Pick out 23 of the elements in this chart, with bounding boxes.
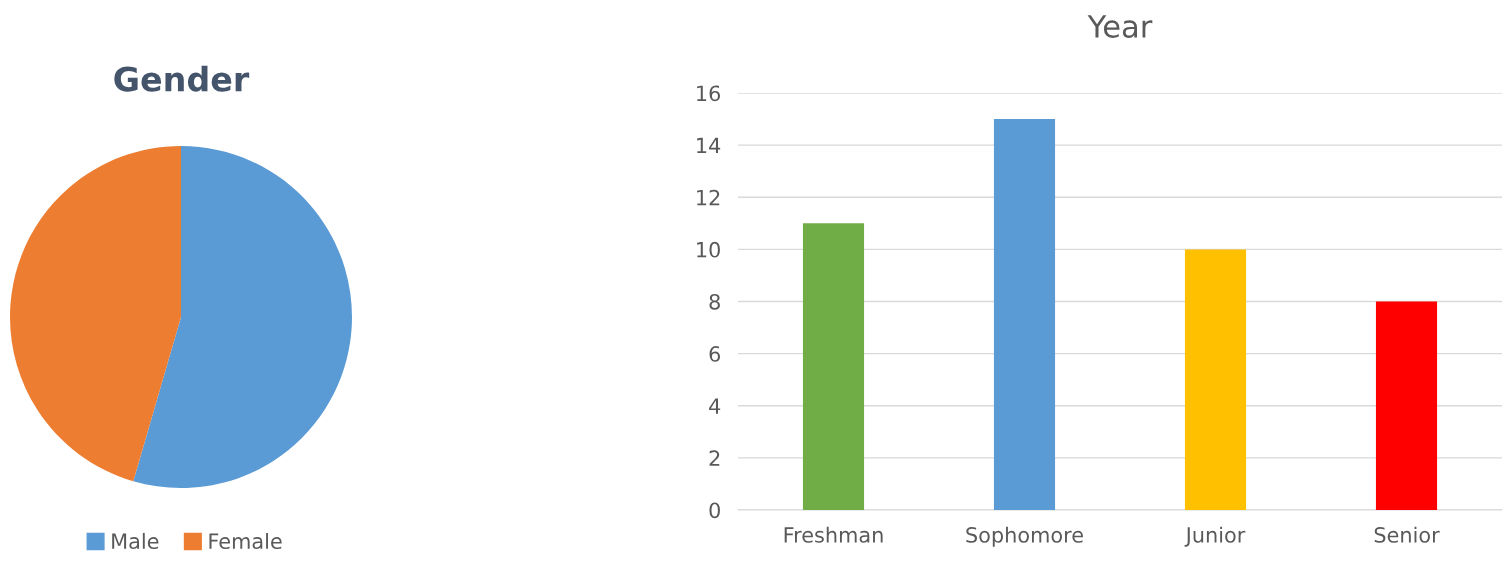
x-tick-label: Sophomore [966, 526, 1083, 547]
bar [802, 223, 865, 510]
chart-title: Gender [114, 65, 250, 92]
bar [1184, 249, 1247, 510]
chart-title: Year [1087, 15, 1153, 38]
pie-slice [133, 146, 352, 488]
y-tick-label: 16 [697, 85, 721, 102]
x-tick-label: Senior [1374, 526, 1440, 543]
y-tick-label: 14 [697, 137, 721, 154]
x-tick-label: Freshman [784, 526, 883, 543]
legend-label: Female [209, 532, 282, 550]
y-tick-label: 10 [697, 241, 720, 258]
bar [1375, 301, 1438, 510]
y-tick-label: 0 [709, 502, 720, 519]
y-tick-label: 4 [709, 398, 721, 414]
y-tick-label: 2 [709, 450, 720, 466]
y-tick-label: 12 [697, 189, 720, 206]
x-tick-label: Junior [1184, 526, 1246, 547]
pie-slice [10, 146, 181, 482]
y-tick-label: 8 [709, 293, 720, 310]
bar [993, 119, 1056, 510]
y-tick-label: 6 [709, 346, 721, 362]
legend-label: Male [112, 532, 159, 550]
